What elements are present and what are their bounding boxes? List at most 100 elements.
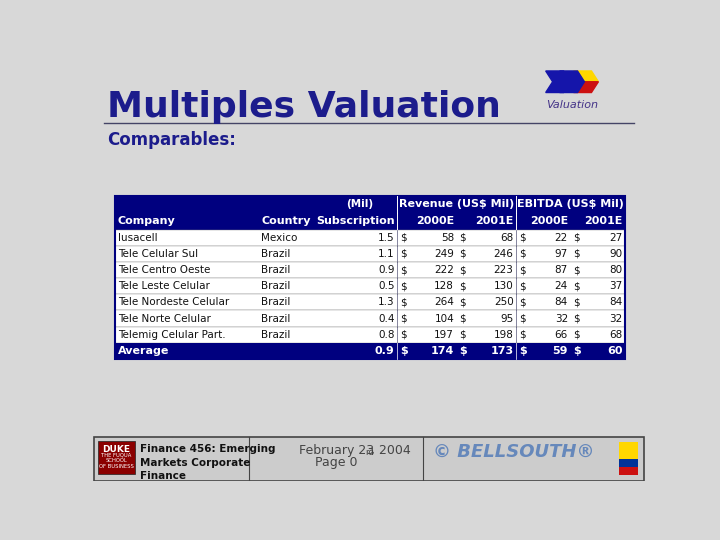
Text: $: $	[573, 298, 580, 307]
Text: Tele Centro Oeste: Tele Centro Oeste	[118, 265, 210, 275]
Bar	[114, 195, 625, 359]
Text: $: $	[400, 330, 407, 340]
Bar	[114, 310, 625, 327]
Bar	[114, 213, 625, 230]
Text: $: $	[519, 346, 526, 356]
Text: 95: 95	[500, 314, 513, 323]
Text: Finance 456: Emerging
Markets Corporate
Finance: Finance 456: Emerging Markets Corporate …	[140, 444, 276, 481]
Text: 0.5: 0.5	[378, 281, 395, 291]
Text: $: $	[573, 314, 580, 323]
Text: 2001E: 2001E	[584, 216, 622, 226]
Text: Tele Celular Sul: Tele Celular Sul	[118, 249, 198, 259]
Text: 128: 128	[434, 281, 454, 291]
Text: $: $	[459, 298, 466, 307]
Text: 2000E: 2000E	[416, 216, 454, 226]
Text: $: $	[400, 346, 408, 356]
Text: Average: Average	[118, 346, 169, 356]
Bar	[114, 278, 625, 294]
Text: Brazil: Brazil	[261, 314, 291, 323]
Text: 1.3: 1.3	[378, 298, 395, 307]
Text: 0.4: 0.4	[378, 314, 395, 323]
Text: Comparables:: Comparables:	[107, 131, 236, 149]
Text: $: $	[573, 265, 580, 275]
Bar	[619, 467, 638, 475]
Text: 2001E: 2001E	[475, 216, 513, 226]
Text: Brazil: Brazil	[261, 281, 291, 291]
Text: Telemig Celular Part.: Telemig Celular Part.	[118, 330, 225, 340]
Text: 250: 250	[494, 298, 513, 307]
Text: $: $	[519, 265, 526, 275]
Text: 2000E: 2000E	[530, 216, 568, 226]
Text: Subscription: Subscription	[316, 216, 395, 226]
Text: Mexico: Mexico	[261, 233, 298, 242]
Text: $: $	[573, 233, 580, 242]
Text: $: $	[459, 330, 466, 340]
Text: $: $	[459, 265, 466, 275]
Text: 0.9: 0.9	[378, 265, 395, 275]
Text: 249: 249	[434, 249, 454, 259]
Text: Valuation: Valuation	[546, 100, 598, 110]
Bar	[619, 458, 638, 467]
Text: $: $	[459, 314, 466, 323]
Text: THE FUQUA
SCHOOL
OF BUSINESS: THE FUQUA SCHOOL OF BUSINESS	[99, 452, 134, 469]
Text: $: $	[459, 346, 467, 356]
Text: 1.1: 1.1	[378, 249, 395, 259]
Text: 264: 264	[434, 298, 454, 307]
Text: $: $	[519, 298, 526, 307]
Text: 22: 22	[554, 233, 568, 242]
Text: 27: 27	[609, 233, 622, 242]
Text: 197: 197	[434, 330, 454, 340]
Bar	[619, 442, 638, 458]
Text: $: $	[573, 281, 580, 291]
Text: 58: 58	[441, 233, 454, 242]
Text: Revenue (US$ Mil): Revenue (US$ Mil)	[399, 199, 514, 209]
Text: 24: 24	[554, 281, 568, 291]
Text: 59: 59	[552, 346, 568, 356]
Text: 87: 87	[554, 265, 568, 275]
Text: 198: 198	[494, 330, 513, 340]
Text: Brazil: Brazil	[261, 330, 291, 340]
Text: $: $	[573, 346, 581, 356]
Text: Brazil: Brazil	[261, 249, 291, 259]
Text: $: $	[400, 314, 407, 323]
Text: 174: 174	[431, 346, 454, 356]
Bar	[98, 441, 135, 475]
Polygon shape	[559, 71, 585, 92]
Bar	[94, 437, 644, 481]
Polygon shape	[574, 82, 598, 92]
Text: 32: 32	[609, 314, 622, 323]
Text: 1.5: 1.5	[378, 233, 395, 242]
Text: DUKE: DUKE	[102, 445, 130, 454]
Text: 66: 66	[554, 330, 568, 340]
Polygon shape	[546, 71, 570, 92]
Text: $: $	[459, 281, 466, 291]
Text: $: $	[400, 281, 407, 291]
Text: $: $	[519, 249, 526, 259]
Text: $: $	[519, 233, 526, 242]
Text: © BELLSOUTH®: © BELLSOUTH®	[433, 443, 595, 461]
Text: $: $	[519, 314, 526, 323]
Text: 173: 173	[490, 346, 513, 356]
Text: 68: 68	[609, 330, 622, 340]
Text: Multiples Valuation: Multiples Valuation	[107, 90, 501, 124]
Text: $: $	[519, 330, 526, 340]
Text: $: $	[459, 233, 466, 242]
Text: 90: 90	[609, 249, 622, 259]
Text: Iusacell: Iusacell	[118, 233, 158, 242]
Text: $: $	[400, 265, 407, 275]
Text: Brazil: Brazil	[261, 265, 291, 275]
Text: 0.9: 0.9	[375, 346, 395, 356]
Text: $: $	[400, 233, 407, 242]
Text: 246: 246	[494, 249, 513, 259]
Text: $: $	[400, 249, 407, 259]
Bar	[114, 294, 625, 310]
Text: 223: 223	[494, 265, 513, 275]
Text: 68: 68	[500, 233, 513, 242]
Text: $: $	[573, 330, 580, 340]
Text: EBITDA (US$ Mil): EBITDA (US$ Mil)	[517, 199, 624, 209]
Text: rd: rd	[365, 448, 374, 457]
Text: 0.8: 0.8	[378, 330, 395, 340]
Bar	[114, 246, 625, 262]
Bar	[114, 262, 625, 278]
Text: 222: 222	[434, 265, 454, 275]
